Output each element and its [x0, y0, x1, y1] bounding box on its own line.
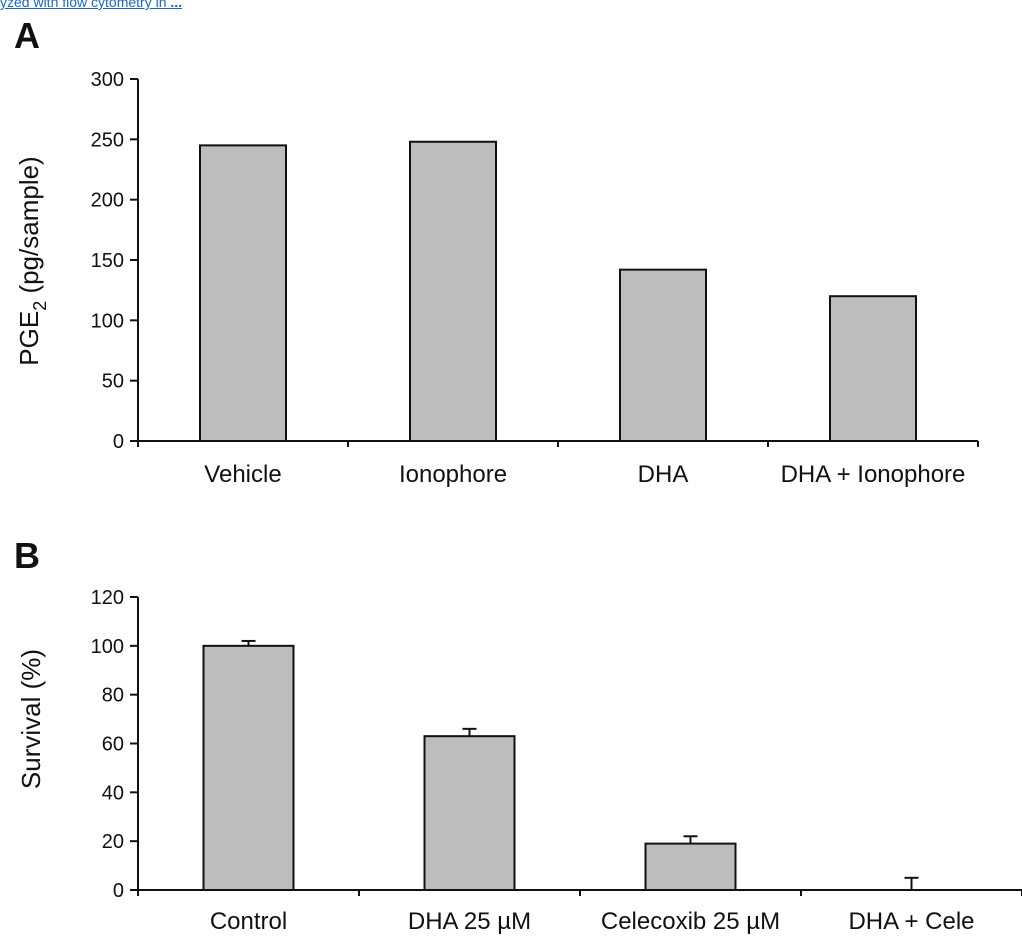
- y-tick-label: 50: [102, 371, 124, 393]
- y-tick-label: 80: [102, 685, 124, 707]
- bar: [423, 735, 516, 891]
- y-tick-label: 250: [91, 129, 124, 151]
- bar: [829, 295, 917, 443]
- bar: [644, 842, 737, 892]
- y-tick-label: 60: [102, 734, 124, 756]
- panel-a-categories: Vehicle Ionophore DHA DHA + Ionophore: [204, 461, 965, 488]
- panel-a-label: A: [14, 15, 40, 56]
- bar: [199, 144, 287, 442]
- y-tick-label: 120: [91, 587, 124, 609]
- panel-a-ylabel-main: PGE: [14, 311, 44, 366]
- caption-link-text: yzed with flow cytometry in: [0, 0, 167, 10]
- category-label: Vehicle: [204, 461, 281, 488]
- category-label: Celecoxib 25 µM: [601, 908, 780, 935]
- category-label: DHA: [638, 461, 689, 488]
- y-tick-label: 150: [91, 250, 124, 272]
- panel-a-ylabel: PGE2 (pg/sample): [14, 156, 50, 365]
- y-tick-label: 40: [102, 782, 124, 804]
- category-label: Ionophore: [399, 461, 507, 488]
- caption-link-ellipsis: ...: [170, 0, 183, 10]
- panel-a: A PGE2 (pg/sample) 0 50 100 150 200 250 300 Ve…: [14, 15, 979, 488]
- panel-b-bars: [202, 644, 737, 892]
- y-tick-label: 100: [91, 636, 124, 658]
- category-label: DHA + Cele: [848, 908, 974, 935]
- category-label: Control: [210, 908, 287, 935]
- panel-b: B Survival (%) 0 20 40 60 80 100 120 Control DH…: [14, 535, 1022, 935]
- panel-b-error-bars: [241, 639, 919, 890]
- bar: [409, 140, 497, 442]
- bar: [619, 268, 707, 442]
- y-tick-label: 100: [91, 310, 124, 332]
- caption-link[interactable]: yzed with flow cytometry in ...: [0, 0, 182, 10]
- y-tick-label: 20: [102, 831, 124, 853]
- bar: [202, 644, 295, 891]
- y-tick-label: 0: [113, 431, 124, 453]
- category-label: DHA + Ionophore: [781, 461, 966, 488]
- panel-b-yticks: 0 20 40 60 80 100 120: [91, 587, 138, 902]
- panel-a-bars: [199, 140, 917, 443]
- y-tick-label: 300: [91, 69, 124, 91]
- panel-a-yticks: 0 50 100 150 200 250 300: [91, 69, 138, 453]
- y-tick-label: 200: [91, 190, 124, 212]
- panel-a-ylabel-rest: (pg/sample): [14, 156, 44, 301]
- y-tick-label: 0: [113, 880, 124, 902]
- panel-a-ylabel-sub: 2: [30, 301, 50, 311]
- panel-b-ylabel: Survival (%): [16, 649, 46, 789]
- panel-b-label: B: [14, 535, 40, 576]
- category-label: DHA 25 µM: [408, 908, 531, 935]
- panel-b-categories: Control DHA 25 µM Celecoxib 25 µM DHA + Cel…: [210, 908, 975, 935]
